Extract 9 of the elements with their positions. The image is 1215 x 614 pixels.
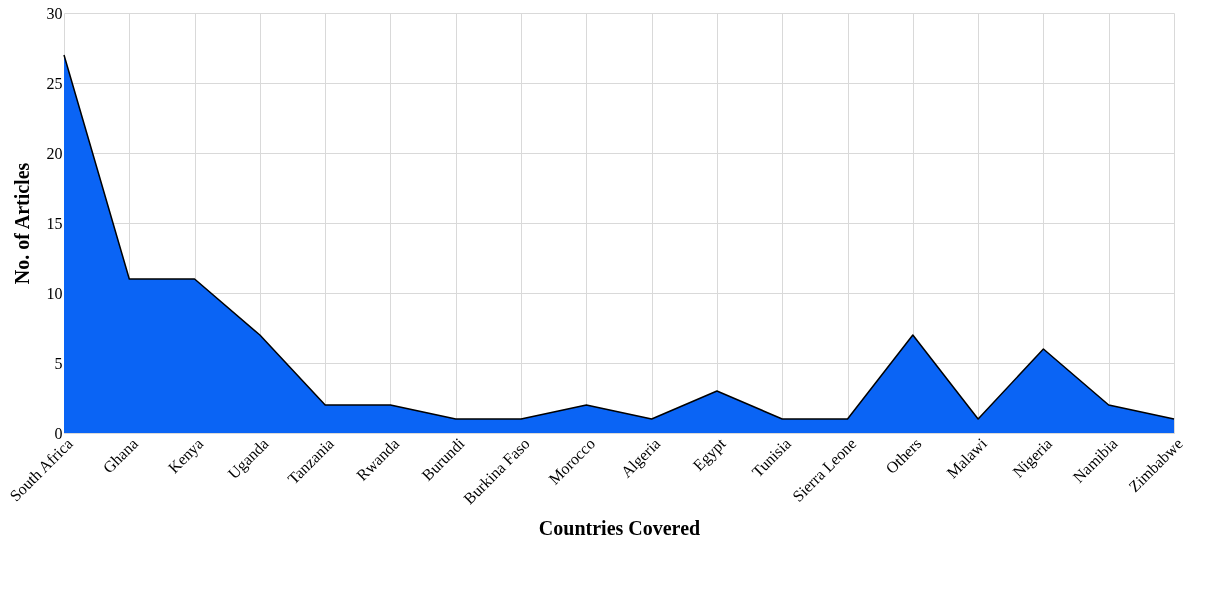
y-axis-title: No. of Articles	[10, 162, 33, 285]
y-tick-label: 0	[54, 424, 63, 442]
y-tick-label: 5	[54, 354, 63, 372]
y-tick-label: 30	[46, 4, 63, 22]
y-tick-label: 20	[46, 144, 63, 162]
y-tick-label: 15	[46, 214, 63, 232]
x-axis-title: Countries Covered	[538, 517, 701, 540]
y-tick-label: 10	[46, 284, 63, 302]
y-tick-label: 25	[46, 74, 63, 92]
